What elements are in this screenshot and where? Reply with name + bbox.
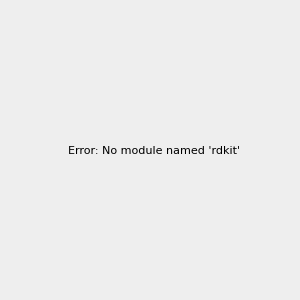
Text: Error: No module named 'rdkit': Error: No module named 'rdkit' [68, 146, 240, 157]
